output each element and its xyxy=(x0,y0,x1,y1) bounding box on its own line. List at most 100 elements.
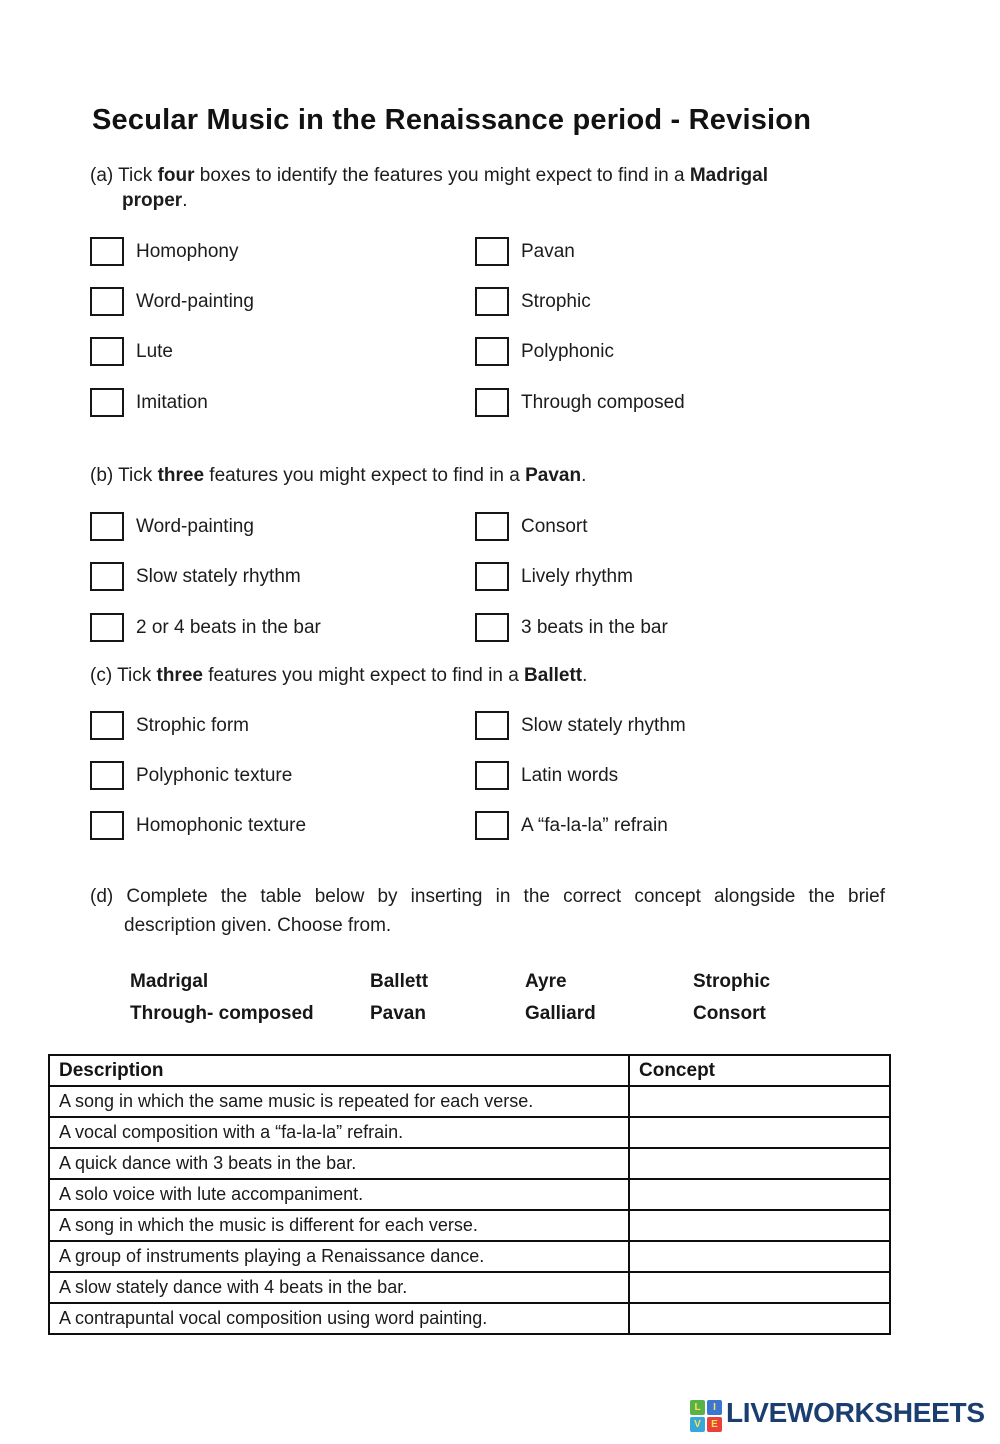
description-cell: A quick dance with 3 beats in the bar. xyxy=(48,1147,630,1180)
checkbox-label: Word-painting xyxy=(136,515,254,537)
concept-input-cell[interactable] xyxy=(628,1240,891,1273)
option-a-through-composed: Through composed xyxy=(475,388,685,417)
option-row: Word-painting Strophic xyxy=(90,287,920,316)
concept-table: Description Concept A song in which the … xyxy=(48,1054,891,1335)
logo-tile-l: L xyxy=(690,1400,705,1415)
liveworksheets-wordmark: LIVEWORKSHEETS xyxy=(726,1397,985,1428)
option-a-homophony: Homophony xyxy=(90,237,238,266)
table-row: A solo voice with lute accompaniment. xyxy=(48,1178,891,1211)
table-row: A vocal composition with a “fa-la-la” re… xyxy=(48,1116,891,1149)
checkbox[interactable] xyxy=(475,613,509,642)
option-b-3-beats: 3 beats in the bar xyxy=(475,613,668,642)
concept-input-cell[interactable] xyxy=(628,1271,891,1304)
option-b-slow-stately-rhythm: Slow stately rhythm xyxy=(90,562,301,591)
word-bank-item: Strophic xyxy=(693,971,771,992)
option-b-2-or-4-beats: 2 or 4 beats in the bar xyxy=(90,613,321,642)
table-row: A song in which the same music is repeat… xyxy=(48,1085,891,1118)
table-row: A quick dance with 3 beats in the bar. xyxy=(48,1147,891,1180)
checkbox-label: Slow stately rhythm xyxy=(521,714,686,736)
checkbox-label: Strophic xyxy=(521,290,591,312)
checkbox-label: Word-painting xyxy=(136,290,254,312)
checkbox[interactable] xyxy=(475,711,509,740)
section-b-prompt: (b) Tick three features you might expect… xyxy=(90,465,587,486)
option-c-latin-words: Latin words xyxy=(475,761,618,790)
checkbox[interactable] xyxy=(475,811,509,840)
checkbox-label: Polyphonic xyxy=(521,340,614,362)
option-a-lute: Lute xyxy=(90,337,173,366)
checkbox-label: Homophony xyxy=(136,240,239,262)
concept-input-cell[interactable] xyxy=(628,1178,891,1211)
checkbox[interactable] xyxy=(90,562,124,591)
checkbox[interactable] xyxy=(90,761,124,790)
option-row: Polyphonic texture Latin words xyxy=(90,761,920,790)
word-bank: Madrigal Ballett Ayre Strophic Through- … xyxy=(130,966,863,1030)
checkbox[interactable] xyxy=(475,337,509,366)
checkbox[interactable] xyxy=(475,287,509,316)
section-a-prompt-line1: (a) Tick four boxes to identify the feat… xyxy=(90,165,768,186)
concept-input-cell[interactable] xyxy=(628,1085,891,1118)
description-cell: A group of instruments playing a Renaiss… xyxy=(48,1240,630,1273)
option-b-consort: Consort xyxy=(475,512,588,541)
checkbox[interactable] xyxy=(90,811,124,840)
option-row: 2 or 4 beats in the bar 3 beats in the b… xyxy=(90,613,920,642)
table-row: A song in which the music is different f… xyxy=(48,1209,891,1242)
option-a-word-painting: Word-painting xyxy=(90,287,254,316)
logo-tile-e: E xyxy=(707,1417,722,1432)
section-d-prompt-line2: description given. Choose from. xyxy=(124,915,392,936)
concept-input-cell[interactable] xyxy=(628,1116,891,1149)
option-row: Slow stately rhythm Lively rhythm xyxy=(90,562,920,591)
description-cell: A song in which the music is different f… xyxy=(48,1209,630,1242)
concept-input-cell[interactable] xyxy=(628,1302,891,1335)
table-row: A slow stately dance with 4 beats in the… xyxy=(48,1271,891,1304)
word-bank-item: Madrigal xyxy=(130,971,209,992)
checkbox[interactable] xyxy=(90,711,124,740)
logo-tile-v: V xyxy=(690,1417,705,1432)
checkbox[interactable] xyxy=(475,761,509,790)
checkbox[interactable] xyxy=(90,388,124,417)
checkbox[interactable] xyxy=(90,287,124,316)
option-b-lively-rhythm: Lively rhythm xyxy=(475,562,633,591)
checkbox[interactable] xyxy=(90,512,124,541)
liveworksheets-logo[interactable]: L I V E LIVEWORKSHEETS xyxy=(690,1397,985,1432)
concept-input-cell[interactable] xyxy=(628,1147,891,1180)
option-c-strophic-form: Strophic form xyxy=(90,711,249,740)
word-bank-item: Consort xyxy=(693,1003,766,1024)
checkbox[interactable] xyxy=(475,237,509,266)
checkbox-label: 3 beats in the bar xyxy=(521,616,668,638)
checkbox[interactable] xyxy=(90,613,124,642)
concept-input-cell[interactable] xyxy=(628,1209,891,1242)
page-title: Secular Music in the Renaissance period … xyxy=(92,104,812,136)
checkbox-label: Lute xyxy=(136,340,173,362)
option-c-slow-stately-rhythm: Slow stately rhythm xyxy=(475,711,686,740)
option-a-pavan: Pavan xyxy=(475,237,575,266)
section-a-prompt-line2: proper. xyxy=(122,190,188,211)
option-row: Homophony Pavan xyxy=(90,237,920,266)
section-d-prompt: (d) Complete the table below by insertin… xyxy=(90,884,885,938)
option-row: Word-painting Consort xyxy=(90,512,920,541)
checkbox-label: Imitation xyxy=(136,391,208,413)
column-header-description: Description xyxy=(48,1054,630,1087)
checkbox[interactable] xyxy=(475,512,509,541)
word-bank-item: Ballett xyxy=(370,971,429,992)
checkbox-label: Slow stately rhythm xyxy=(136,565,301,587)
section-d-prompt-line1: (d) Complete the table below by insertin… xyxy=(90,886,885,907)
option-row: Strophic form Slow stately rhythm xyxy=(90,711,920,740)
option-c-polyphonic-texture: Polyphonic texture xyxy=(90,761,292,790)
option-row: Homophonic texture A “fa-la-la” refrain xyxy=(90,811,920,840)
description-cell: A slow stately dance with 4 beats in the… xyxy=(48,1271,630,1304)
checkbox[interactable] xyxy=(475,562,509,591)
word-bank-item: Pavan xyxy=(370,1003,426,1024)
checkbox[interactable] xyxy=(90,237,124,266)
checkbox[interactable] xyxy=(90,337,124,366)
checkbox-label: Latin words xyxy=(521,764,619,786)
word-bank-item: Ayre xyxy=(525,971,567,992)
checkbox-label: 2 or 4 beats in the bar xyxy=(136,616,321,638)
option-a-strophic: Strophic xyxy=(475,287,591,316)
checkbox[interactable] xyxy=(475,388,509,417)
checkbox-label: A “fa-la-la” refrain xyxy=(521,814,668,836)
option-b-word-painting: Word-painting xyxy=(90,512,254,541)
section-a-prompt: (a) Tick four boxes to identify the feat… xyxy=(90,163,890,213)
option-a-polyphonic: Polyphonic xyxy=(475,337,614,366)
checkbox-label: Consort xyxy=(521,515,588,537)
logo-tile-i: I xyxy=(707,1400,722,1415)
